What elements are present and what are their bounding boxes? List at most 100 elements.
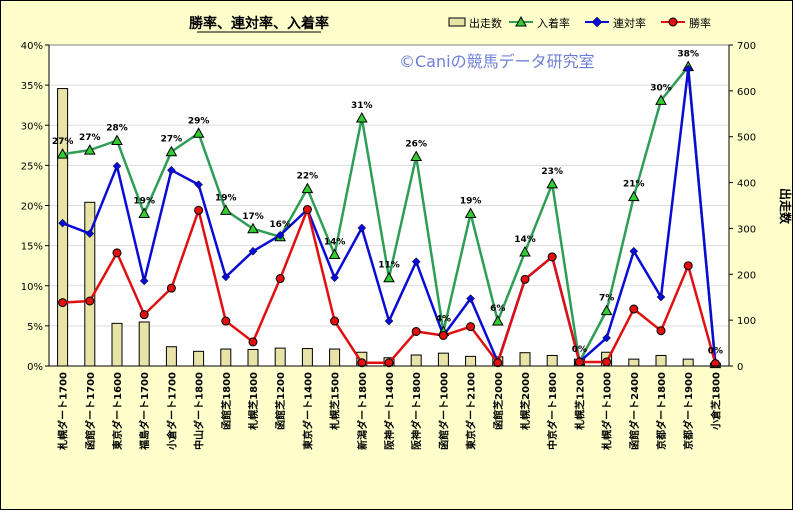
point-win	[357, 358, 367, 368]
x-tick-label: 京都ダート1800	[655, 372, 668, 450]
bar-runs	[628, 358, 640, 367]
data-label: 4%	[436, 314, 451, 324]
point-quinella	[602, 333, 611, 343]
point-quinella	[139, 276, 149, 286]
x-tick-label: 函館ダート2400	[628, 372, 641, 450]
x-tick-label: 小倉芝1800	[709, 372, 722, 431]
data-label: 38%	[677, 50, 699, 60]
point-place	[56, 148, 69, 159]
data-label: 27%	[79, 133, 101, 143]
x-tick-label: 函館芝2000	[492, 372, 505, 430]
x-tick-label: 阪神ダート1400	[383, 372, 396, 450]
data-label: 22%	[297, 172, 319, 182]
legend-marker-quinella	[591, 16, 603, 28]
x-tick-label: 函館芝1800	[220, 372, 233, 430]
x-tick-label: 東京ダート2100	[465, 372, 478, 450]
data-label: 11%	[378, 261, 400, 271]
data-label: 19%	[133, 197, 155, 207]
y2-tick-label: 600	[737, 87, 756, 98]
point-quinella	[384, 316, 394, 326]
bar-runs	[165, 346, 177, 367]
legend-swatch-bar	[448, 17, 466, 27]
point-place	[600, 304, 613, 316]
y2-tick-label: 700	[737, 41, 756, 52]
point-place	[410, 150, 423, 162]
point-place	[627, 190, 640, 202]
point-win	[438, 331, 448, 341]
x-tick-label: 東京ダート1600	[111, 372, 124, 450]
x-tick-label: 函館ダート1700	[84, 372, 97, 450]
point-win	[574, 357, 584, 367]
point-quinella	[411, 257, 421, 267]
point-win	[384, 358, 394, 368]
legend: 出走数 入着率 連対率 勝率	[448, 15, 711, 30]
point-win	[411, 326, 421, 336]
point-quinella	[194, 180, 203, 189]
x-tick-label: 新潟ダート1800	[356, 372, 369, 450]
bar-runs	[465, 355, 477, 367]
data-label: 28%	[106, 123, 128, 133]
point-place	[138, 207, 151, 219]
data-label: 19%	[215, 193, 237, 203]
x-tick-label: 札幌芝2000	[519, 372, 532, 431]
point-win	[493, 358, 503, 368]
point-quinella	[466, 294, 475, 303]
x-tick-label: 東京ダート1400	[301, 372, 314, 450]
x-tick-label: 札幌芝1800	[247, 372, 260, 431]
point-place	[655, 94, 667, 105]
legend-label-quinella: 連対率	[613, 16, 646, 30]
x-tick-label: 札幌芝1500	[329, 372, 342, 431]
x-tick-label: 小倉ダート1700	[165, 372, 178, 451]
point-win	[629, 304, 639, 314]
bar-runs	[682, 358, 694, 367]
data-label: 26%	[405, 140, 427, 150]
bar-runs	[274, 347, 286, 367]
point-win	[275, 274, 285, 284]
data-label: 14%	[514, 235, 536, 245]
point-quinella	[275, 230, 285, 240]
y-tick-label: 10%	[21, 282, 43, 293]
y2-tick-label: 500	[737, 133, 756, 144]
legend-label-win: 勝率	[689, 16, 711, 30]
y-tick-label: 15%	[21, 242, 43, 253]
data-label: 23%	[541, 167, 563, 177]
point-quinella	[221, 272, 231, 282]
data-label: 29%	[188, 116, 210, 126]
data-label: 30%	[650, 83, 672, 93]
data-label: 19%	[460, 197, 482, 207]
point-win	[602, 357, 612, 367]
x-tick-label: 京都ダート1900	[682, 372, 695, 450]
y2-tick-label: 400	[737, 179, 756, 190]
point-win	[166, 283, 176, 293]
point-place	[83, 144, 96, 155]
point-win	[466, 322, 476, 332]
point-place	[301, 182, 314, 194]
point-quinella	[629, 246, 639, 256]
bar-runs	[193, 350, 205, 367]
bar-runs	[546, 354, 558, 367]
data-label: 14%	[324, 237, 346, 247]
point-place	[355, 111, 368, 123]
y2-tick-label: 0	[737, 362, 743, 373]
point-place	[491, 315, 504, 326]
bar-runs	[138, 321, 150, 367]
x-tick-label: 阪神ダート1800	[410, 372, 423, 450]
data-label: 0%	[708, 347, 723, 357]
point-place	[165, 145, 178, 157]
point-place	[111, 134, 123, 145]
point-win	[85, 296, 95, 306]
x-tick-label: 札幌ダート1000	[601, 372, 614, 451]
point-win	[683, 261, 693, 271]
chart-title: 勝率、連対率、入着率	[189, 15, 329, 32]
bar-runs	[329, 348, 341, 367]
x-tick-label: 札幌ダート1700	[57, 372, 70, 451]
data-label: 27%	[161, 135, 183, 145]
data-label: 6%	[490, 304, 505, 314]
point-quinella	[112, 161, 122, 171]
data-label: 17%	[242, 212, 264, 222]
data-label: 27%	[52, 137, 74, 147]
y2-axis-label: 出走数	[778, 188, 793, 225]
y-tick-label: 5%	[27, 322, 43, 333]
